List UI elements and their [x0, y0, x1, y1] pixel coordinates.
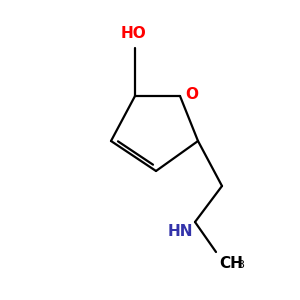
Text: HO: HO — [121, 26, 146, 40]
Text: O: O — [185, 87, 198, 102]
Text: CH: CH — [219, 256, 243, 272]
Text: 3: 3 — [238, 260, 244, 270]
Text: HN: HN — [168, 224, 194, 238]
